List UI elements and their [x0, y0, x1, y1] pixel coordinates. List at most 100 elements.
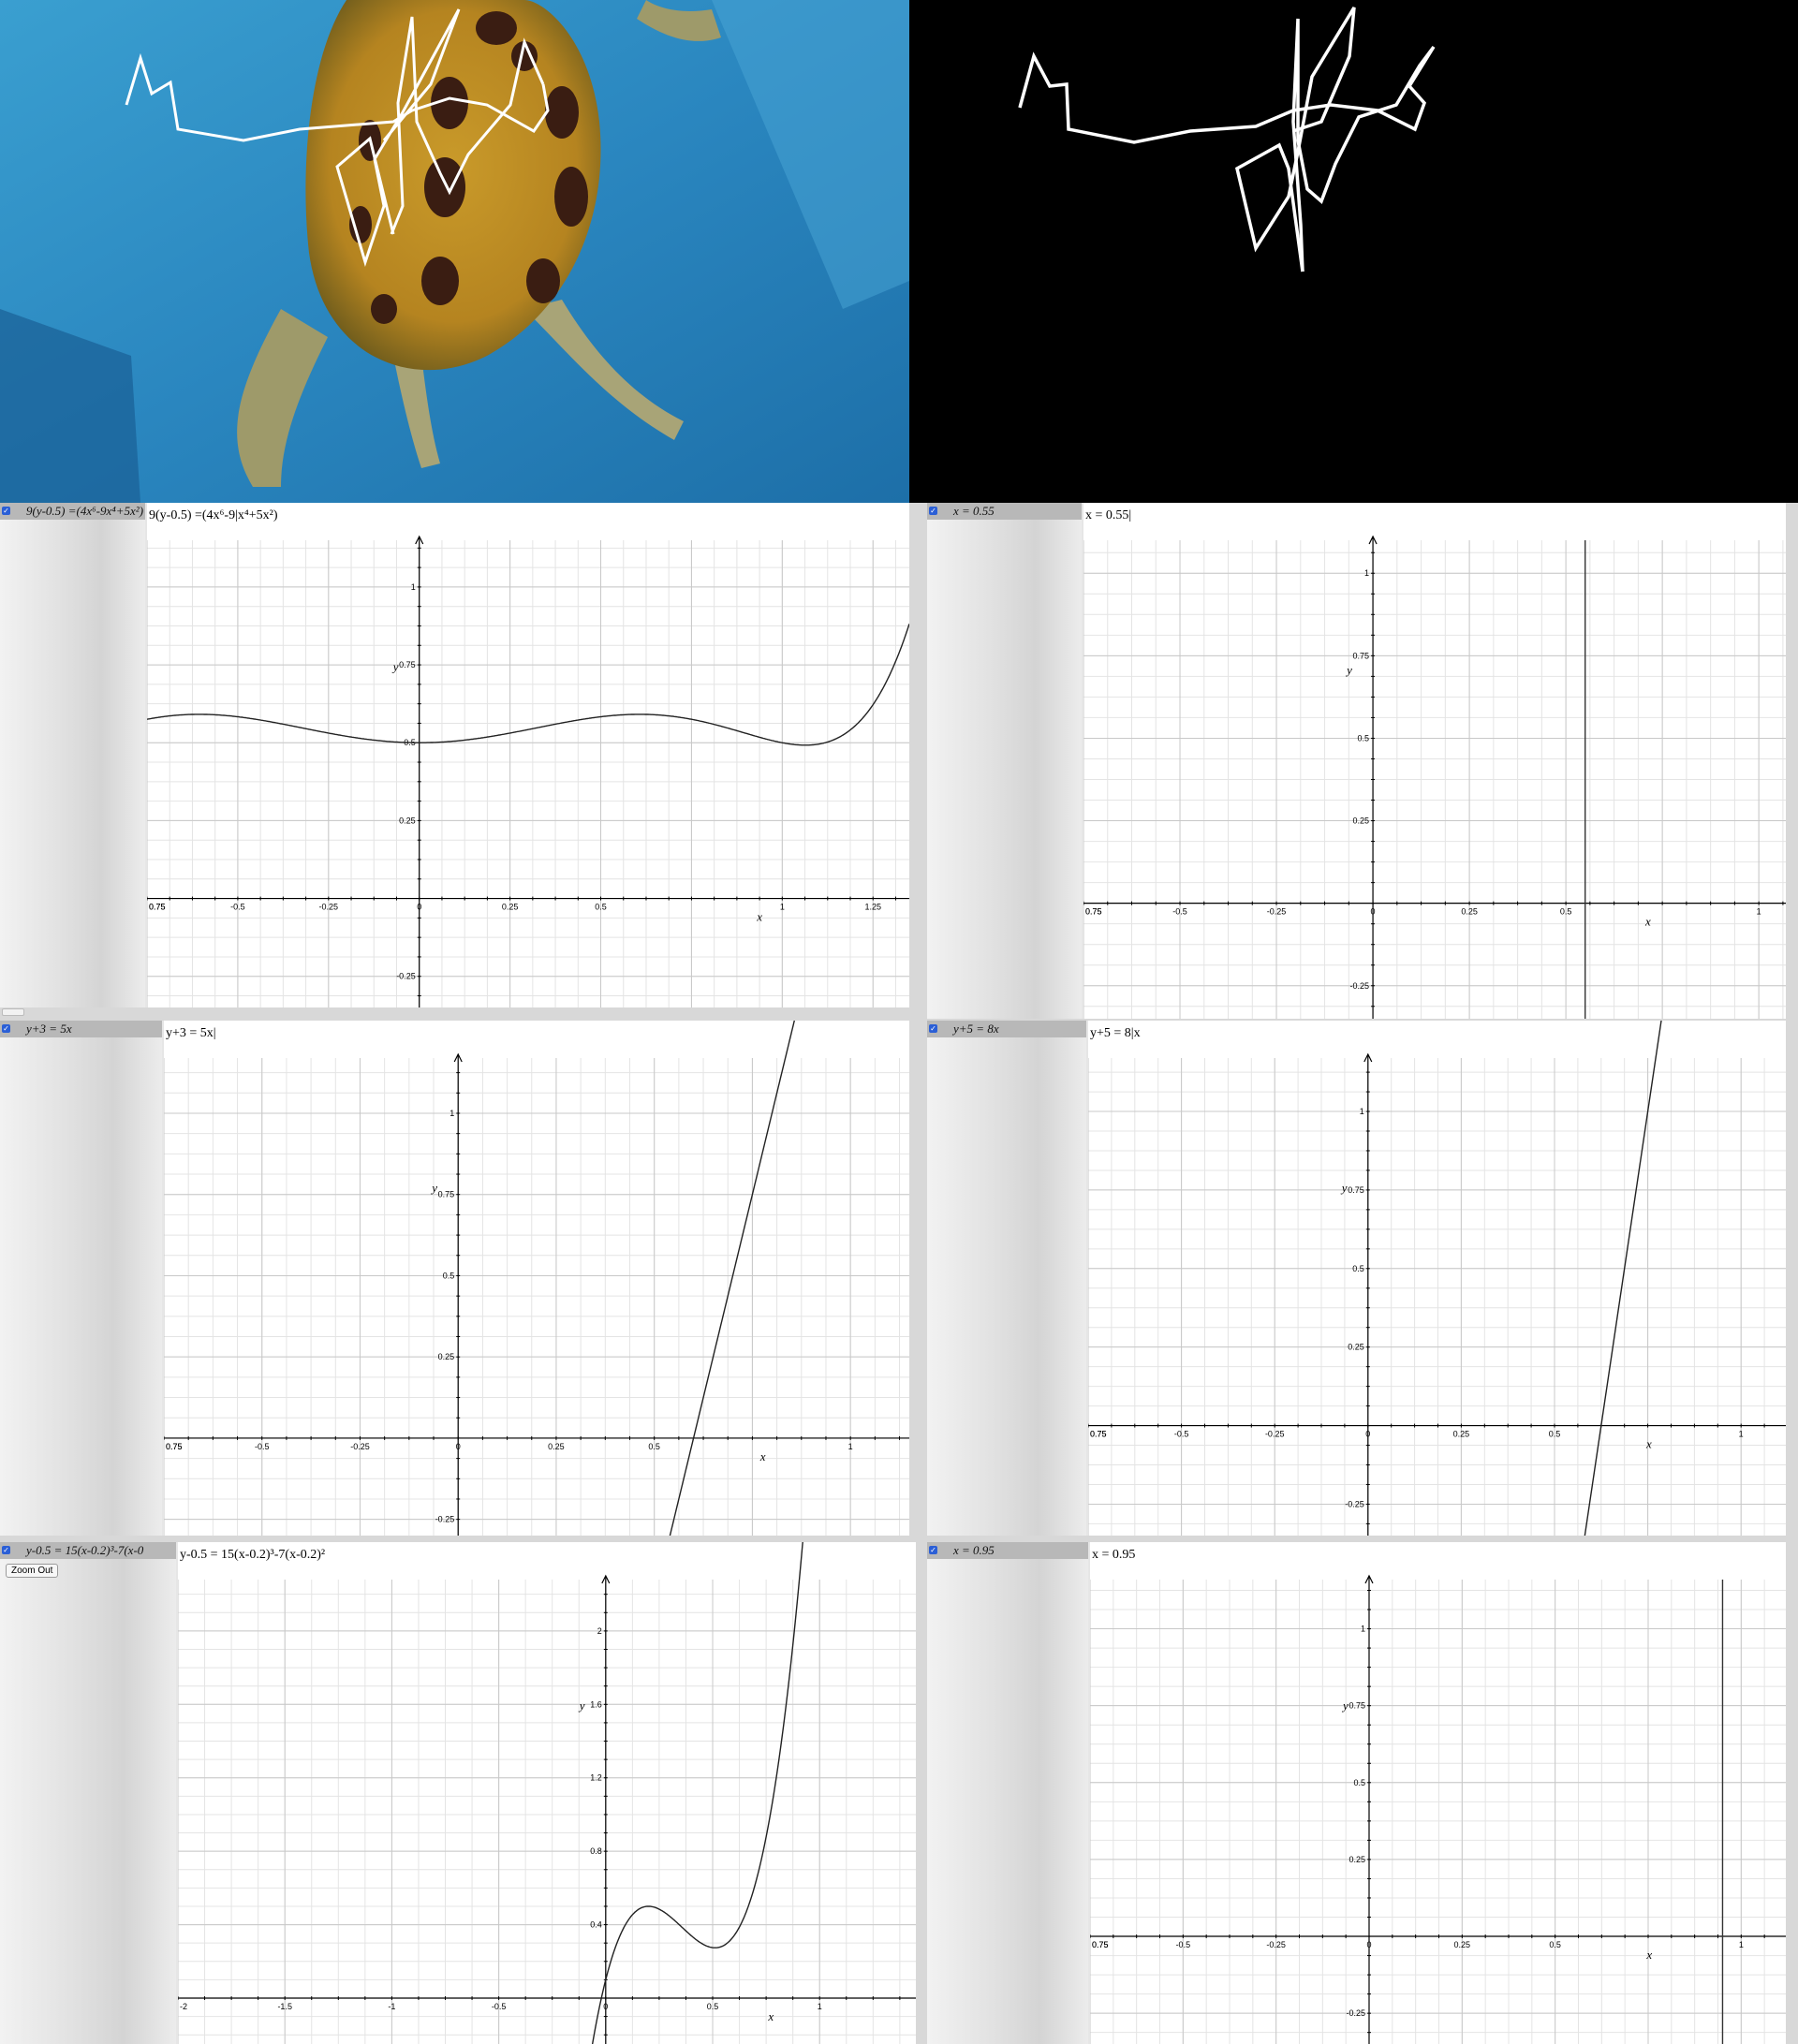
y-tick-label: 0.5 — [1358, 733, 1370, 743]
equation-input[interactable]: x = 0.95 — [1092, 1548, 1136, 1562]
x-tick-label: 1 — [818, 2002, 822, 2011]
y-tick-label: 1 — [450, 1109, 454, 1118]
y-tick-label: -0.25 — [1350, 981, 1370, 991]
y-axis-arrow — [1363, 1052, 1373, 1063]
y-tick-label: 0.25 — [1348, 1855, 1365, 1864]
x-tick-label: 0.25 — [1454, 1940, 1471, 1949]
equation-list-item[interactable]: ✓ y-0.5 = 15(x-0.2)³-7(x-0 — [0, 1542, 176, 1559]
x-tick-label: 1 — [848, 1442, 853, 1451]
plot-area: 0.75 -0.5 -0.25 0 0.25 0.5 0.75 1 1 0.75 0.5 0.25 -0… — [164, 1021, 909, 1536]
equation-list-item[interactable]: ✓ x = 0.95 — [927, 1542, 1088, 1559]
x-tick-label: 0 — [417, 903, 421, 912]
x-tick-label: 0.75 — [1092, 1940, 1109, 1949]
y-tick-label: 0.25 — [438, 1352, 455, 1361]
y-axis-label: y — [1340, 1181, 1348, 1195]
sidebar: ✓ x = 0.95 — [927, 1542, 1088, 2044]
equation-input[interactable]: y+5 = 8|x — [1090, 1026, 1141, 1040]
equation-label: y+3 = 5x — [26, 1022, 72, 1036]
equation-list-item[interactable]: ✓ y+3 = 5x — [0, 1021, 162, 1037]
equation-input[interactable]: y+3 = 5x| — [166, 1026, 216, 1040]
equation-checkbox[interactable]: ✓ — [2, 1024, 10, 1033]
x-tick-label: -0.5 — [255, 1442, 270, 1451]
x-axis-label: x — [767, 2009, 774, 2023]
function-curve — [147, 624, 909, 746]
grid — [178, 1580, 916, 2044]
x-tick-label: -0.25 — [1266, 1940, 1286, 1949]
y-axis-label: y — [578, 1698, 585, 1713]
y-tick-label: 1 — [1360, 1107, 1364, 1116]
y-tick-label: 1 — [1361, 1625, 1365, 1634]
equation-list-item[interactable]: ✓ 9(y-0.5) =(4x⁶-9x⁴+5x²) — [0, 503, 145, 520]
x-axis-label: x — [1645, 1437, 1652, 1451]
x-tick-label: 0.75 — [1090, 1430, 1107, 1439]
x-tick-label: -2 — [180, 2002, 187, 2011]
x-tick-label: 0 — [603, 2002, 608, 2011]
x-tick-label: 0.5 — [1560, 907, 1572, 917]
x-tick-label: 0.75 — [1090, 1430, 1107, 1439]
drag-handle[interactable] — [2, 1008, 24, 1016]
y-tick-label: 1 — [411, 582, 416, 592]
zoom-out-button[interactable]: Zoom Out — [6, 1564, 59, 1578]
y-tick-label: -0.25 — [396, 972, 416, 981]
graph-panel-3: ✓ y+3 = 5x 0.75 -0.5 -0.25 0 0.25 0.5 0.75 1 1 0.… — [0, 1021, 909, 1536]
x-tick-label: -0.5 — [230, 903, 245, 912]
plot-area: 0.75 -0.5 -0.25 0 0.25 0.5 0.75 1 1 0.75 0.5 0.25 -0… — [1088, 1021, 1786, 1536]
x-tick-label: 0 — [456, 1442, 461, 1451]
y-axis-label: y — [391, 660, 399, 674]
sidebar: ✓ y+3 = 5x — [0, 1021, 162, 1536]
y-tick-label: 0.75 — [1353, 651, 1370, 660]
x-tick-label: 1.25 — [864, 903, 881, 912]
sidebar: ✓ y+5 = 8x — [927, 1021, 1086, 1536]
x-tick-label: 0.25 — [548, 1442, 565, 1451]
x-tick-label: 1 — [1757, 907, 1761, 917]
x-tick-label: -0.5 — [1176, 1940, 1191, 1949]
equation-input[interactable]: x = 0.55| — [1085, 508, 1132, 522]
x-tick-label: 0 — [1371, 907, 1376, 917]
turtle-photo — [0, 0, 909, 503]
x-tick-label: -0.5 — [1174, 1430, 1189, 1439]
plot-area: 0.75 -0.5 -0.25 0 0.25 0.5 0.75 1 1.25 1 0.75 0.5 0.… — [147, 503, 909, 1007]
x-tick-label: 1 — [780, 903, 785, 912]
y-axis-arrow — [1368, 535, 1378, 545]
y-axis-arrow — [453, 1052, 463, 1063]
function-curve — [591, 1542, 803, 2044]
sidebar: ✓ x = 0.55 — [927, 503, 1082, 1019]
equation-list-item[interactable]: ✓ x = 0.55 — [927, 503, 1082, 520]
y-tick-label: 0.25 — [1348, 1343, 1364, 1352]
equation-checkbox[interactable]: ✓ — [2, 507, 10, 515]
grid — [164, 1058, 909, 1536]
equation-input[interactable]: 9(y-0.5) =(4x⁶-9|x⁴+5x²) — [149, 508, 278, 522]
x-tick-label: 0.25 — [502, 903, 519, 912]
equation-label: x = 0.95 — [953, 1543, 995, 1557]
x-tick-label: 0.75 — [1085, 907, 1102, 917]
x-tick-label: -0.25 — [319, 903, 339, 912]
x-tick-label: 0.75 — [149, 903, 166, 912]
plot-area: 0.75 -0.5 -0.25 0 0.25 0.5 0.75 1 1 0.75 0.5 0.25 -0… — [1083, 503, 1786, 1019]
equation-checkbox[interactable]: ✓ — [929, 1024, 937, 1033]
graph-panel-2: ✓ x = 0.55 0.75 -0.5 -0.25 0 0.25 0.5 0.75 1 1 0.… — [927, 503, 1786, 1019]
function-curve — [1584, 1021, 1662, 1536]
y-tick-label: -0.25 — [1345, 1499, 1364, 1508]
trace-canvas — [909, 0, 1798, 503]
x-axis-label: x — [1645, 1948, 1652, 1962]
y-tick-label: 1 — [1364, 568, 1369, 578]
x-tick-label: 1 — [1739, 1940, 1744, 1949]
equation-checkbox[interactable]: ✓ — [2, 1546, 10, 1554]
turtle-photo-image — [0, 0, 909, 503]
x-tick-label: -0.25 — [350, 1442, 370, 1451]
y-tick-label: 0.5 — [1353, 1778, 1365, 1787]
x-tick-label: -0.5 — [1172, 907, 1187, 917]
y-axis-label: y — [1341, 1698, 1348, 1713]
equation-input[interactable]: y-0.5 = 15(x-0.2)³-7(x-0.2)² — [180, 1548, 326, 1562]
graph-panel-1: ✓ 9(y-0.5) =(4x⁶-9x⁴+5x²) 0.75 -0.5 -0.25 0… — [0, 503, 909, 1007]
x-tick-label: -0.25 — [1267, 907, 1287, 917]
y-tick-label: 2 — [597, 1626, 602, 1636]
x-tick-label: 0 — [1365, 1430, 1370, 1439]
x-tick-label: 0.5 — [648, 1442, 660, 1451]
equation-checkbox[interactable]: ✓ — [929, 507, 937, 515]
x-tick-label: -1.5 — [277, 2002, 292, 2011]
y-tick-label: 0.75 — [1348, 1701, 1365, 1711]
x-axis-label: x — [1644, 915, 1651, 929]
equation-list-item[interactable]: ✓ y+5 = 8x — [927, 1021, 1086, 1037]
equation-checkbox[interactable]: ✓ — [929, 1546, 937, 1554]
